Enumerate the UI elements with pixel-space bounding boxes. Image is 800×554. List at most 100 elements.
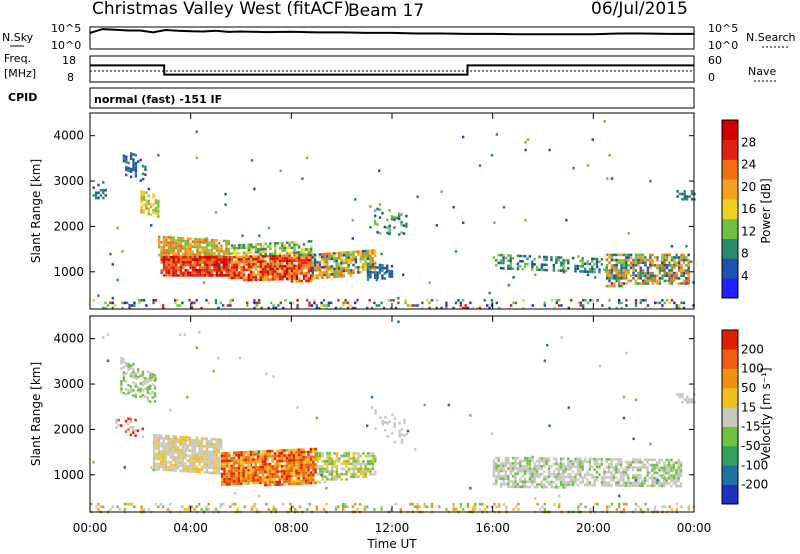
power-echo bbox=[564, 269, 568, 273]
x-tick-label: 12:00 bbox=[375, 521, 410, 535]
power-echo bbox=[677, 258, 681, 262]
velocity-echo bbox=[154, 502, 158, 506]
velocity-echo bbox=[179, 469, 182, 473]
power-echo bbox=[598, 270, 601, 274]
power-echo bbox=[328, 257, 331, 261]
velocity-echo bbox=[321, 452, 324, 455]
velocity-echo bbox=[555, 462, 558, 466]
velocity-echo bbox=[271, 475, 274, 479]
velocity-echo bbox=[169, 408, 172, 412]
velocity-echo bbox=[160, 460, 163, 463]
velocity-echo bbox=[660, 458, 664, 462]
velocity-echo bbox=[273, 457, 277, 460]
power-echo bbox=[302, 274, 306, 278]
velocity-echo bbox=[302, 476, 305, 480]
velocity-echo bbox=[188, 467, 192, 471]
velocity-echo bbox=[526, 462, 529, 465]
velocity-echo bbox=[271, 449, 274, 453]
velocity-echo bbox=[244, 477, 248, 480]
velocity-echo bbox=[571, 481, 575, 484]
power-echo bbox=[369, 249, 372, 253]
velocity-echo bbox=[535, 459, 539, 463]
power-echo bbox=[535, 265, 539, 269]
power-echo bbox=[608, 253, 611, 257]
power-echo bbox=[282, 306, 285, 310]
velocity-echo bbox=[172, 463, 175, 467]
velocity-echo bbox=[149, 392, 152, 396]
velocity-echo bbox=[240, 459, 243, 462]
velocity-echo bbox=[531, 467, 534, 471]
velocity-echo bbox=[523, 470, 527, 473]
velocity-echo bbox=[658, 474, 661, 477]
velocity-echo bbox=[285, 469, 289, 473]
power-echo bbox=[651, 271, 654, 275]
nave-label: Nave bbox=[748, 65, 776, 78]
power-echo bbox=[247, 273, 250, 277]
power-echo bbox=[140, 190, 143, 193]
power-echo bbox=[661, 304, 664, 307]
power-echo bbox=[198, 274, 202, 277]
power-echo bbox=[195, 255, 198, 258]
power-echo bbox=[210, 268, 214, 272]
velocity-echo bbox=[307, 468, 310, 472]
velocity-echo bbox=[198, 455, 201, 458]
velocity-echo bbox=[261, 465, 265, 469]
power-echo bbox=[670, 271, 674, 275]
power-echo bbox=[220, 258, 223, 262]
velocity-echo bbox=[122, 378, 125, 382]
velocity-echo bbox=[504, 469, 508, 473]
velocity-echo bbox=[605, 460, 608, 464]
power-echo bbox=[562, 269, 565, 272]
velocity-echo bbox=[179, 464, 182, 467]
power-echo bbox=[583, 270, 587, 273]
power-echo bbox=[262, 257, 265, 261]
power-echo bbox=[210, 274, 214, 277]
velocity-echo bbox=[567, 462, 570, 466]
velocity-echo bbox=[545, 480, 548, 484]
velocity-echo bbox=[523, 467, 527, 470]
velocity-echo bbox=[321, 465, 324, 468]
power-echo bbox=[307, 269, 310, 272]
power-echo bbox=[352, 255, 355, 259]
power-echo bbox=[325, 265, 329, 269]
power-echo bbox=[269, 265, 272, 268]
power-echo bbox=[359, 252, 362, 256]
power-echo bbox=[690, 197, 694, 201]
velocity-echo bbox=[555, 475, 558, 479]
velocity-echo bbox=[617, 463, 620, 466]
velocity-echo bbox=[504, 477, 508, 481]
velocity-echo bbox=[152, 444, 156, 447]
power-echo bbox=[364, 257, 367, 261]
power-echo bbox=[195, 130, 198, 134]
power-echo bbox=[129, 157, 133, 160]
velocity-echo bbox=[256, 473, 260, 477]
power-echo bbox=[177, 244, 180, 248]
power-echo bbox=[222, 239, 226, 243]
velocity-echo bbox=[644, 502, 647, 506]
velocity-echo bbox=[555, 478, 558, 481]
power-echo bbox=[186, 261, 190, 264]
velocity-echo bbox=[576, 460, 580, 463]
colorbar-swatch bbox=[722, 484, 738, 505]
power-echo bbox=[651, 264, 654, 267]
power-echo bbox=[278, 272, 282, 276]
power-echo bbox=[264, 247, 267, 251]
power-echo bbox=[345, 261, 348, 265]
power-echo bbox=[217, 263, 220, 266]
power-echo bbox=[357, 266, 360, 269]
power-echo bbox=[247, 255, 250, 258]
power-echo bbox=[369, 252, 372, 255]
velocity-echo bbox=[244, 466, 248, 470]
velocity-echo bbox=[552, 475, 556, 479]
velocity-echo bbox=[670, 458, 673, 462]
velocity-echo bbox=[252, 474, 255, 477]
velocity-echo bbox=[232, 472, 236, 475]
velocity-echo bbox=[230, 459, 233, 463]
power-echo bbox=[682, 269, 686, 272]
velocity-echo bbox=[540, 485, 544, 489]
power-echo bbox=[242, 268, 246, 272]
velocity-echo bbox=[240, 466, 243, 470]
power-echo bbox=[254, 245, 258, 249]
velocity-echo bbox=[139, 382, 142, 385]
power-echo bbox=[625, 304, 628, 307]
